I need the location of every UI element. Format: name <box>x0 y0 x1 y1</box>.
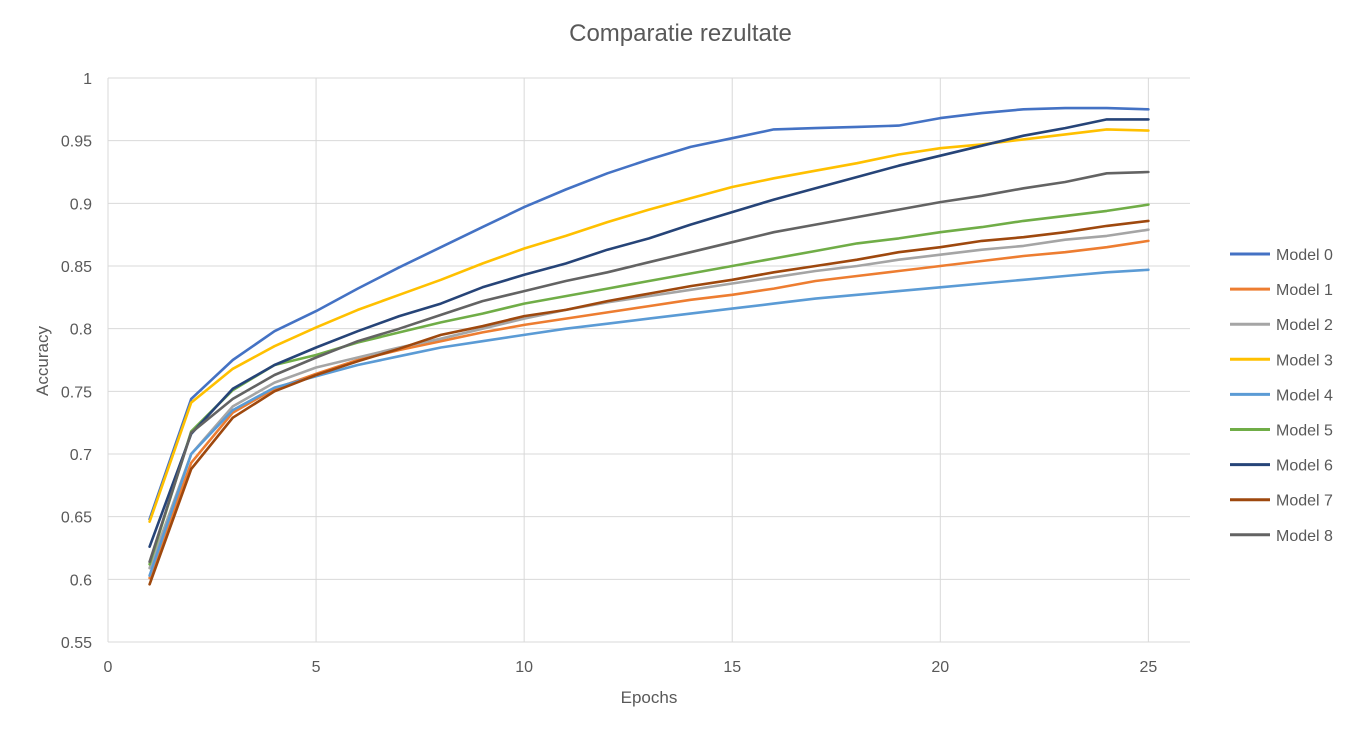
x-axis-title: Epochs <box>621 688 678 707</box>
legend-entry: Model 8 <box>1230 528 1333 545</box>
y-tick-label: 0.7 <box>70 447 92 464</box>
y-tick-label: 1 <box>83 71 92 88</box>
legend: Model 0 Model 1 Model 2 Model 3 Model 4 Model… <box>1230 247 1333 545</box>
legend-entry: Model 3 <box>1230 352 1333 369</box>
series-lines <box>148 106 1150 586</box>
y-tick-label: 0.55 <box>61 635 92 652</box>
series-line-model-0 <box>148 106 1150 521</box>
y-axis-title: Accuracy <box>33 326 52 396</box>
x-tick-label: 20 <box>931 659 949 676</box>
x-tick-label: 25 <box>1139 659 1157 676</box>
legend-entry: Model 6 <box>1230 458 1333 475</box>
series-line-model-7 <box>148 219 1150 586</box>
legend-entry: Model 2 <box>1230 317 1333 334</box>
y-tick-label: 0.85 <box>61 259 92 276</box>
legend-label: Model 5 <box>1276 423 1333 440</box>
y-tick-label: 0.8 <box>70 322 92 339</box>
legend-label: Model 6 <box>1276 458 1333 475</box>
legend-label: Model 2 <box>1276 317 1333 334</box>
legend-label: Model 8 <box>1276 528 1333 545</box>
legend-label: Model 3 <box>1276 352 1333 369</box>
x-tick-label: 10 <box>515 659 533 676</box>
series-line-model-4 <box>148 268 1150 577</box>
series-line-model-6 <box>148 118 1150 549</box>
grid-lines <box>108 77 1190 643</box>
series-line-model-3 <box>148 128 1150 524</box>
legend-entry: Model 0 <box>1230 247 1333 264</box>
y-tick-label: 0.9 <box>70 196 92 213</box>
legend-entry: Model 7 <box>1230 493 1333 510</box>
legend-label: Model 1 <box>1276 282 1333 299</box>
y-tick-label: 0.6 <box>70 572 92 589</box>
x-tick-label: 15 <box>723 659 741 676</box>
x-tick-label: 0 <box>104 659 113 676</box>
series-line-model-5 <box>148 203 1150 566</box>
legend-label: Model 7 <box>1276 493 1333 510</box>
series-line-model-1 <box>148 239 1150 580</box>
y-tick-label: 0.75 <box>61 384 92 401</box>
legend-entry: Model 1 <box>1230 282 1333 299</box>
series-line-model-8 <box>148 170 1150 564</box>
series-line-model-2 <box>148 228 1150 570</box>
y-tick-label: 0.95 <box>61 134 92 151</box>
legend-entry: Model 4 <box>1230 387 1333 404</box>
y-tick-label: 0.65 <box>61 510 92 527</box>
x-tick-label: 5 <box>312 659 321 676</box>
legend-label: Model 4 <box>1276 387 1333 404</box>
legend-entry: Model 5 <box>1230 423 1333 440</box>
legend-label: Model 0 <box>1276 247 1333 264</box>
chart-title: Comparatie rezultate <box>569 20 792 47</box>
